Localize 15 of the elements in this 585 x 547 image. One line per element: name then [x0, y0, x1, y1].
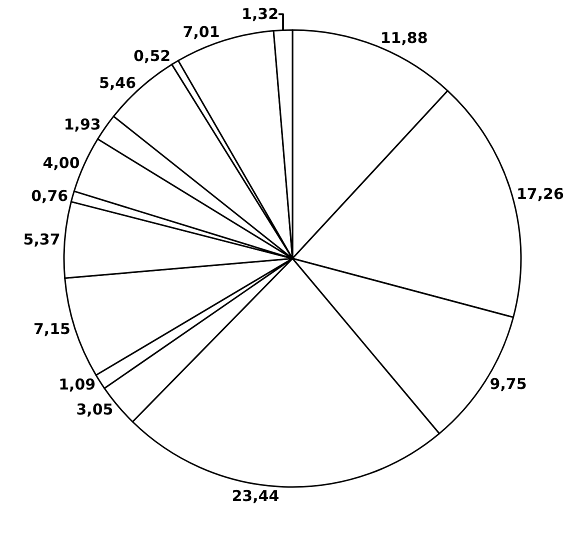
data-label: 0,52: [134, 46, 171, 65]
data-label: 23,44: [232, 486, 280, 505]
data-label: 5,37: [23, 230, 60, 249]
data-label: 17,26: [516, 185, 564, 204]
data-label: 0,76: [31, 186, 68, 205]
data-label: 4,00: [42, 154, 80, 172]
data-label: 1,09: [58, 375, 96, 394]
data-label: 1,93: [64, 115, 101, 134]
data-label: 7,01: [182, 23, 220, 42]
data-label: 1,32: [242, 5, 279, 24]
data-label: 11,88: [380, 28, 428, 47]
data-label: 5,46: [99, 74, 136, 92]
data-label: 7,15: [33, 320, 70, 338]
data-label: 9,75: [490, 374, 527, 393]
data-label: 3,05: [76, 400, 114, 418]
